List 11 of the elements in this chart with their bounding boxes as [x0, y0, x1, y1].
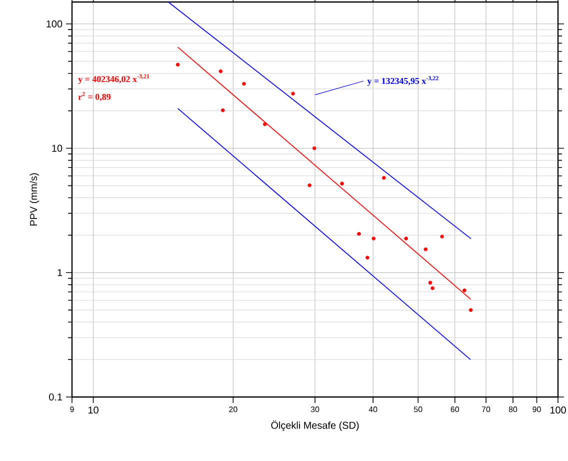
x-axis-title: Ölçekli Mesafe (SD): [271, 420, 359, 431]
x-tick-label: 100: [550, 406, 566, 414]
annotation: y = 402346,02 x$^{-3,21}$: [78, 74, 150, 84]
x-tick-label: 10: [88, 406, 98, 414]
y-axis-title: PPV (mm/s): [30, 173, 40, 226]
y-tick-label: 10: [52, 144, 62, 152]
y-tick-label: 100: [46, 20, 62, 28]
y-tick-label: 1: [58, 269, 62, 276]
annotation: r$^{2}$ = 0,89: [78, 92, 110, 102]
annotation: y = 132345,95 x$^{-3,22}$: [367, 76, 438, 86]
y-tick-label: 0.1: [49, 393, 62, 401]
